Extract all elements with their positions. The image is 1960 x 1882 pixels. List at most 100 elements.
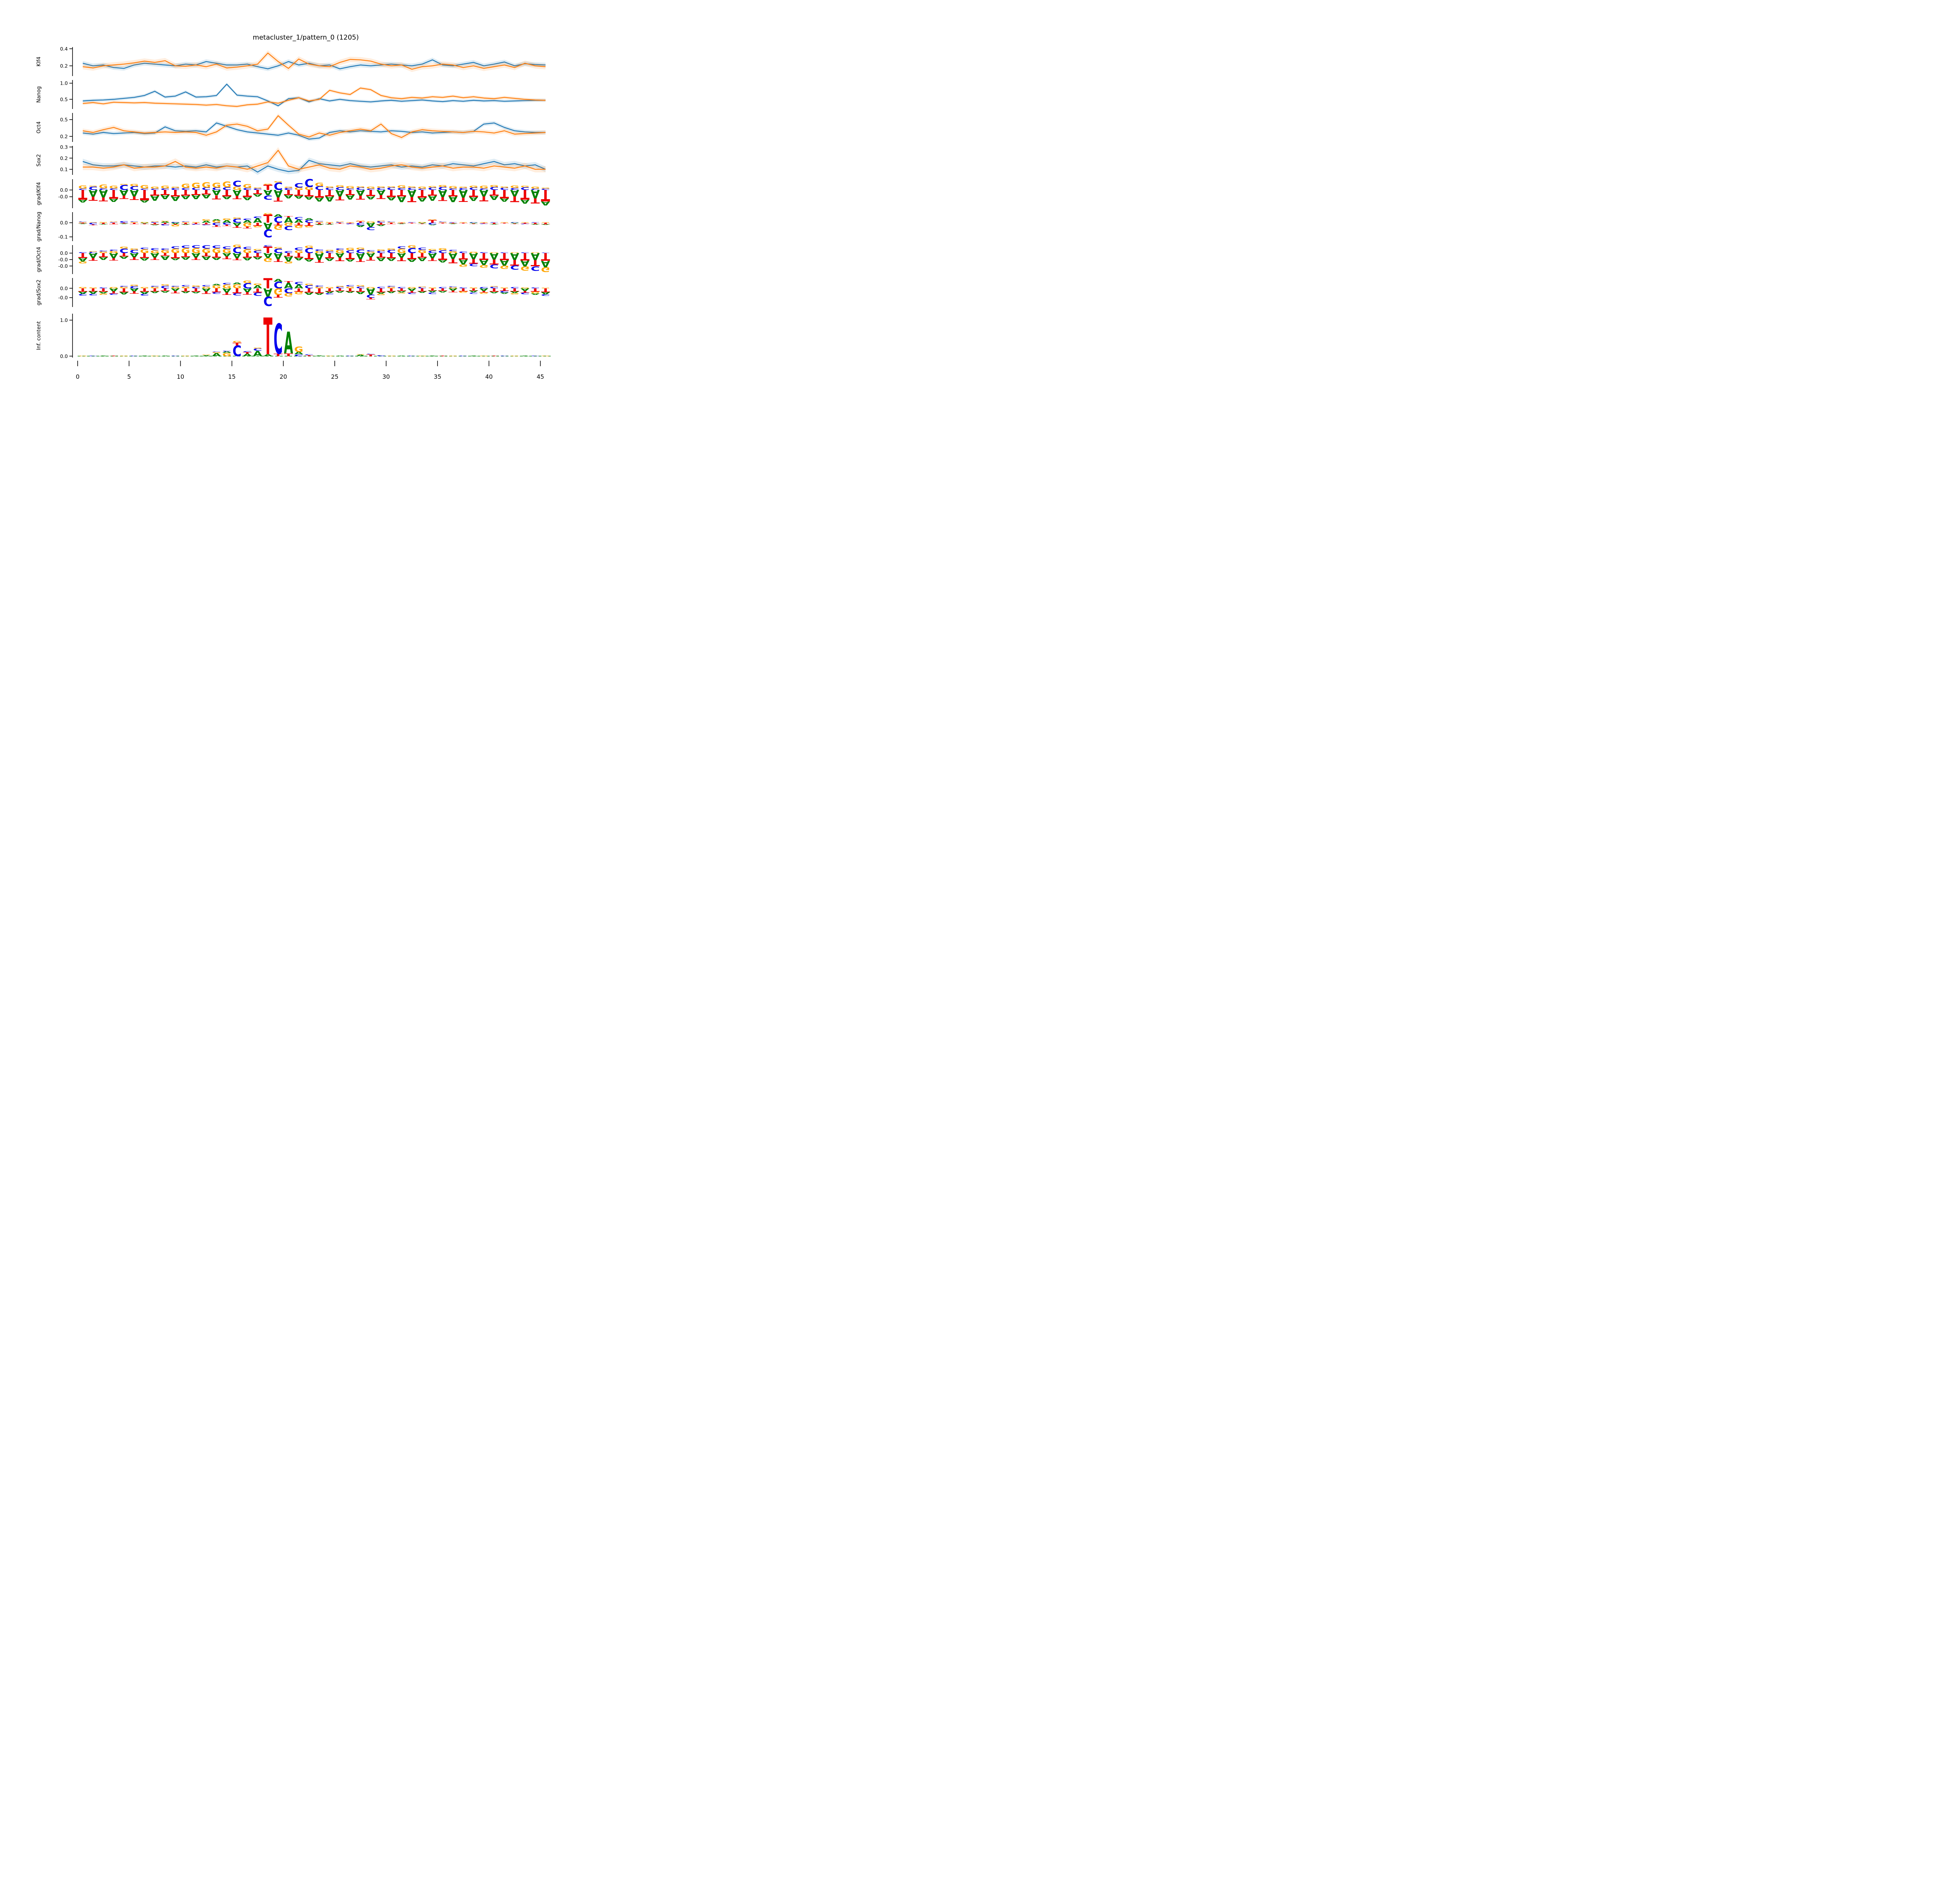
- logo-letter-G: G: [294, 249, 303, 254]
- logo-letter-C: C: [274, 248, 283, 255]
- logo-letter-G: G: [531, 253, 540, 254]
- logo-letter-G: G: [130, 285, 139, 286]
- logo-letter-A: A: [541, 291, 550, 295]
- logo-letter-G: G: [397, 292, 406, 294]
- logo-letter-C: C: [490, 222, 499, 223]
- logo-letter-C: C: [448, 286, 457, 287]
- logo-letter-G: G: [109, 185, 118, 189]
- logo-letter-C: C: [376, 187, 385, 191]
- logo-letter-A: A: [521, 287, 530, 292]
- logo-letter-T: T: [387, 222, 396, 224]
- logo-letter-T: T: [459, 287, 468, 292]
- logo-letter-T: T: [263, 183, 273, 192]
- logo-letter-A: A: [366, 221, 376, 228]
- logo-letter-A: A: [356, 225, 365, 227]
- logo-letter-G: G: [479, 222, 488, 223]
- logo-letter-G: G: [521, 222, 530, 223]
- logo-letter-A: A: [150, 251, 159, 258]
- y-tick-label: 0.0: [60, 187, 68, 193]
- logo-letter-G: G: [191, 285, 200, 287]
- logo-letter-A: A: [448, 251, 458, 261]
- logo-letter-G: G: [315, 287, 324, 289]
- logo-letter-G: G: [201, 248, 211, 255]
- logo-letter-C: C: [263, 194, 272, 200]
- logo-letter-A: A: [109, 198, 118, 202]
- logo-letter-C: C: [356, 222, 365, 226]
- oct4-line-orange: [83, 115, 546, 138]
- logo-letter-T: T: [510, 258, 519, 267]
- logo-letter-A: A: [500, 197, 509, 202]
- y-tick-label: 0.5: [60, 96, 68, 102]
- logo-letter-T: T: [150, 188, 160, 197]
- logo-letter-T: T: [120, 194, 129, 200]
- logo-letter-T: T: [130, 222, 139, 224]
- logo-letter-T: T: [305, 251, 314, 261]
- logo-letter-C: C: [356, 187, 365, 191]
- figure: metacluster_1/pattern_0 (1205) 0.2 0.4 Klf…: [0, 0, 606, 404]
- logo-letter-A: A: [284, 194, 293, 199]
- logo-letter-C: C: [171, 187, 180, 191]
- logo-letter-T: T: [120, 222, 129, 223]
- logo-letter-T: T: [541, 251, 550, 263]
- logo-letter-A: A: [346, 291, 356, 293]
- logo-letter-A: A: [376, 291, 386, 294]
- logo-letter-A: A: [387, 291, 396, 294]
- nanog-line-orange: [83, 87, 546, 107]
- logo-letter-A: A: [274, 251, 283, 261]
- logo-letter-C: C: [109, 249, 118, 251]
- nanog-band-blue: [83, 82, 546, 107]
- logo-letter-T: T: [305, 222, 314, 227]
- logo-letter-C: C: [490, 287, 499, 289]
- logo-letter-A: A: [335, 187, 345, 198]
- logo-letter-C: C: [325, 187, 334, 191]
- logo-letter-A: A: [325, 257, 334, 262]
- logo-letter-T: T: [356, 287, 366, 292]
- logo-letter-A: A: [274, 187, 283, 199]
- logo-letter-C: C: [150, 222, 159, 223]
- logo-letter-G: G: [171, 248, 180, 255]
- y-tick-label: -0.0: [58, 194, 68, 200]
- logo-letter-A: A: [99, 256, 108, 261]
- logo-letter-A: A: [181, 224, 190, 225]
- logo-letter-C: C: [130, 221, 139, 222]
- logo-letter-T: T: [315, 287, 324, 294]
- logo-letter-A: A: [490, 251, 499, 261]
- logo-letter-C: C: [387, 249, 396, 254]
- y-tick-label: 0.5: [60, 117, 68, 123]
- logo-letter-A: A: [201, 220, 211, 223]
- logo-letter-A: A: [531, 223, 540, 225]
- logo-letter-G: G: [161, 185, 170, 189]
- logo-letter-A: A: [294, 257, 304, 262]
- logo-letter-C: C: [201, 245, 211, 250]
- logo-letter-T: T: [263, 308, 272, 367]
- logo-letter-G: G: [253, 347, 262, 349]
- logo-letter-G: G: [387, 186, 396, 188]
- y-tick-label: -0.1: [58, 234, 68, 240]
- logo-letter-T: T: [99, 222, 108, 224]
- logo-letter-T: T: [161, 188, 170, 196]
- logo-letter-A: A: [232, 282, 242, 285]
- logo-letter-G: G: [212, 220, 221, 223]
- logo-letter-G: G: [243, 249, 252, 255]
- logo-letter-T: T: [284, 281, 293, 283]
- logo-letter-A: A: [274, 214, 283, 218]
- logo-letter-C: C: [531, 222, 540, 223]
- logo-letter-T: T: [356, 194, 365, 201]
- logo-letter-G: G: [541, 222, 550, 223]
- logo-letter-G: G: [109, 287, 118, 289]
- logo-letter-C: C: [335, 186, 344, 191]
- logo-letter-G: G: [130, 222, 139, 223]
- logo-letter-T: T: [376, 194, 386, 200]
- logo-letter-A: A: [130, 251, 139, 258]
- logo-letter-G: G: [171, 224, 180, 227]
- logo-letter-T: T: [140, 251, 149, 259]
- logo-letter-C: C: [521, 292, 530, 294]
- logo-letter-C: C: [201, 224, 211, 225]
- logo-letter-T: T: [510, 194, 519, 203]
- logo-letter-G: G: [315, 222, 324, 223]
- logo-letter-G: G: [191, 222, 200, 223]
- logo-letter-C: C: [531, 189, 540, 191]
- logo-letter-T: T: [346, 251, 356, 261]
- logo-letter-A: A: [161, 290, 170, 293]
- logo-letter-A: A: [253, 284, 263, 289]
